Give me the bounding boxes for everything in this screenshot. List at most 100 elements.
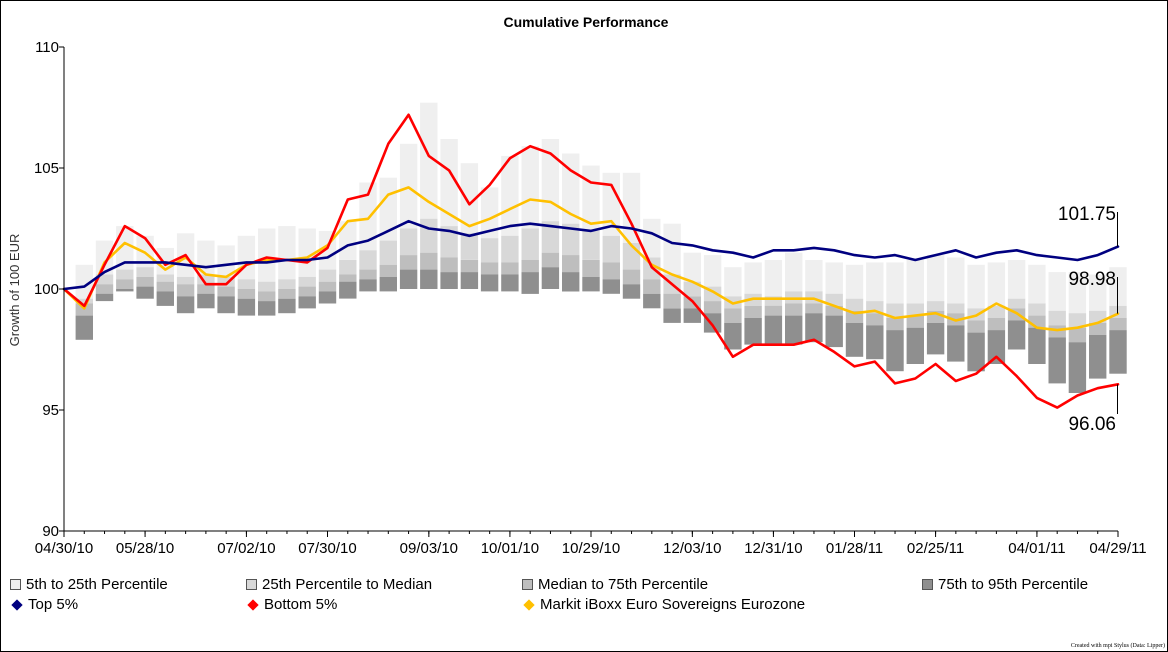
- band-5-25-bar-38: [825, 315, 843, 348]
- band-25-50-bar-25: [562, 255, 580, 272]
- band-25-50-bar-46: [987, 318, 1006, 331]
- band-5-25-bar-2: [95, 293, 114, 302]
- y-tick-label-110: 110: [35, 39, 59, 56]
- band-75-95-bar-22: [501, 155, 519, 236]
- legend-item-0: 5th to 25th Percentile: [10, 576, 168, 593]
- percentile-bars: [75, 102, 1127, 393]
- x-tick-label-2: 07/02/10: [217, 540, 275, 557]
- band-50-75-bar-17: [399, 228, 418, 256]
- band-5-25-bar-3: [116, 289, 134, 292]
- band-75-95-bar-11: [278, 226, 296, 280]
- legend-label: Markit iBoxx Euro Sovereigns Eurozone: [540, 596, 806, 613]
- band-5-25-bar-33: [724, 322, 742, 350]
- band-50-75-bar-6: [176, 276, 195, 285]
- legend-swatch-box: [522, 579, 533, 590]
- band-50-75-bar-16: [379, 240, 397, 265]
- band-5-25-bar-7: [197, 293, 215, 309]
- band-25-50-bar-52: [1109, 318, 1127, 331]
- band-5-25-bar-40: [866, 325, 884, 360]
- series-line-top-5: [62, 219, 1120, 291]
- x-tick-label-8: 12/31/10: [744, 540, 802, 557]
- band-75-95-bar-2: [95, 240, 114, 275]
- x-tick-label-5: 10/01/10: [481, 540, 539, 557]
- band-25-50-bar-48: [1028, 315, 1046, 328]
- legend-item-3: 75th to 95th Percentile: [922, 576, 1088, 593]
- band-5-25-bar-11: [278, 298, 296, 314]
- band-25-50-bar-36: [785, 303, 803, 316]
- legend-diamond-marker: [523, 598, 535, 611]
- band-50-75-bar-35: [764, 296, 783, 306]
- band-50-75-bar-9: [237, 279, 256, 289]
- band-5-25-bar-16: [379, 276, 397, 292]
- band-5-25-bar-12: [298, 296, 316, 309]
- band-75-95-bar-33: [724, 267, 742, 297]
- band-75-95-bar-12: [298, 228, 316, 277]
- band-50-75-bar-26: [582, 230, 600, 260]
- band-5-25-bar-6: [176, 296, 195, 314]
- band-5-25-bar-47: [1007, 320, 1026, 350]
- band-5-25-bar-15: [359, 279, 377, 292]
- band-5-25-bar-9: [237, 298, 256, 316]
- band-50-75-bar-22: [501, 235, 519, 263]
- band-50-75-bar-13: [318, 269, 337, 282]
- band-50-75-bar-25: [562, 223, 580, 256]
- x-tick-label-1: 05/28/10: [116, 540, 174, 557]
- y-axis-label: Growth of 100 EUR: [7, 234, 22, 347]
- band-75-95-bar-25: [562, 153, 580, 224]
- band-5-25-bar-51: [1089, 335, 1107, 379]
- band-75-95-bar-36: [785, 252, 803, 292]
- x-tick-label-7: 12/03/10: [663, 540, 721, 557]
- band-75-95-bar-48: [1028, 264, 1046, 304]
- band-75-95-bar-21: [480, 187, 499, 239]
- end-label-markit-iboxx-euro-sovereigns-eurozone: 98.98: [1068, 269, 1116, 290]
- credit-footer: Created with mpi Stylus (Data: Lipper): [1070, 643, 1165, 649]
- band-25-50-bar-16: [379, 264, 397, 277]
- band-25-50-bar-24: [541, 252, 560, 268]
- end-label-bottom-5: 96.06: [1068, 414, 1116, 435]
- band-50-75-bar-23: [521, 228, 539, 260]
- band-50-75-bar-24: [541, 221, 560, 253]
- band-5-25-bar-26: [582, 276, 600, 292]
- band-5-25-bar-42: [906, 327, 924, 364]
- band-75-95-bar-23: [521, 146, 539, 229]
- band-50-75-bar-7: [197, 274, 215, 285]
- legend-label: Bottom 5%: [264, 596, 338, 613]
- band-75-95-bar-43: [926, 255, 945, 302]
- series-lines: [62, 113, 1120, 409]
- legend-label: Top 5%: [28, 596, 79, 613]
- band-50-75-bar-50: [1068, 313, 1087, 328]
- band-25-50-bar-41: [886, 318, 904, 331]
- band-75-95-bar-46: [987, 262, 1006, 306]
- band-5-25-bar-1: [75, 315, 93, 340]
- band-25-50-bar-12: [298, 286, 316, 297]
- band-5-25-bar-43: [926, 322, 945, 355]
- band-75-95-bar-51: [1089, 274, 1107, 311]
- band-25-50-bar-13: [318, 281, 337, 292]
- band-50-75-bar-27: [602, 235, 620, 263]
- band-5-25-bar-27: [602, 279, 620, 294]
- band-5-25-bar-41: [886, 330, 904, 372]
- band-25-50-bar-32: [703, 301, 722, 314]
- x-tick-label-11: 04/01/11: [1008, 540, 1065, 557]
- band-75-95-bar-39: [845, 264, 864, 299]
- band-50-75-bar-3: [116, 269, 134, 280]
- band-50-75-bar-8: [217, 276, 235, 287]
- band-5-25-bar-44: [947, 325, 965, 362]
- x-tick-label-9: 01/28/11: [826, 540, 883, 557]
- band-50-75-bar-15: [359, 250, 377, 270]
- band-25-50-bar-40: [866, 313, 884, 326]
- legend-diamond-marker: [247, 598, 259, 611]
- band-75-95-bar-10: [258, 228, 276, 282]
- band-5-25-bar-35: [764, 315, 783, 345]
- legend-diamond-marker: [11, 598, 23, 611]
- band-5-25-bar-18: [420, 269, 438, 289]
- legend-swatch-box: [922, 579, 933, 590]
- band-50-75-bar-38: [825, 293, 843, 306]
- band-25-50-bar-23: [521, 260, 539, 273]
- band-50-75-bar-49: [1048, 310, 1066, 326]
- band-75-95-bar-18: [420, 102, 438, 219]
- band-50-75-bar-11: [278, 279, 296, 289]
- band-75-95-bar-28: [622, 172, 641, 243]
- band-5-25-bar-28: [622, 284, 641, 299]
